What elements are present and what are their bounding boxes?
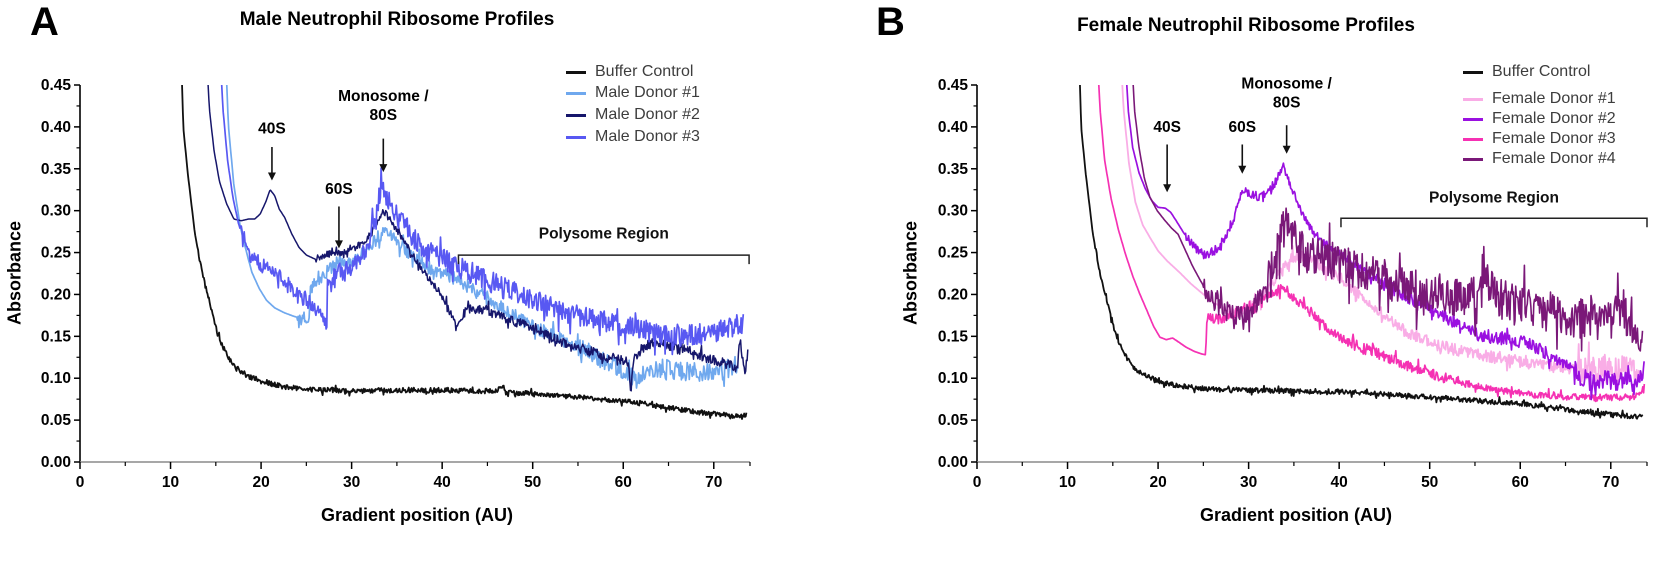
x-tick-label: 20 bbox=[252, 474, 269, 491]
series-line-male-donor-2 bbox=[207, 85, 749, 392]
panel-b-xaxis-label: Gradient position (AU) bbox=[1200, 505, 1392, 525]
legend-entry-buffer-control: Buffer Control bbox=[1463, 63, 1590, 81]
x-tick-label: 0 bbox=[76, 474, 85, 491]
y-tick-label: 0.25 bbox=[938, 245, 969, 262]
x-tick-label: 20 bbox=[1149, 474, 1166, 491]
y-tick-label: 0.05 bbox=[938, 412, 969, 429]
legend-label: Male Donor #1 bbox=[595, 84, 700, 101]
legend-swatch bbox=[1463, 117, 1483, 121]
panel-letter-a: A bbox=[30, 0, 59, 44]
series-line-female-donor-4 bbox=[1132, 85, 1644, 352]
x-tick-label: 40 bbox=[434, 474, 451, 491]
legend-entry-female-donor-3: Female Donor #3 bbox=[1463, 130, 1616, 148]
region-bracket-label: Polysome Region bbox=[1429, 189, 1559, 206]
series-line-male-donor-3 bbox=[220, 85, 745, 356]
panel-letter-b: B bbox=[876, 0, 905, 44]
legend-swatch bbox=[566, 135, 586, 139]
legend-entry-buffer-control: Buffer Control bbox=[566, 63, 693, 81]
x-tick-label: 10 bbox=[1059, 474, 1076, 491]
annotation-arrowhead bbox=[267, 172, 276, 181]
y-tick-label: 0.45 bbox=[938, 77, 969, 94]
legend-swatch bbox=[566, 113, 586, 117]
y-tick-label: 0.30 bbox=[41, 203, 71, 220]
x-tick-label: 70 bbox=[705, 474, 722, 491]
legend-swatch bbox=[1463, 157, 1483, 161]
y-tick-label: 0.40 bbox=[41, 119, 71, 136]
x-tick-label: 0 bbox=[973, 474, 982, 491]
legend-entry-male-donor-1: Male Donor #1 bbox=[566, 84, 700, 102]
annotation-label: 80S bbox=[1273, 94, 1301, 111]
y-tick-label: 0.45 bbox=[41, 77, 72, 94]
legend-label: Female Donor #3 bbox=[1492, 130, 1616, 147]
x-tick-label: 60 bbox=[1512, 474, 1529, 491]
y-tick-label: 0.35 bbox=[41, 161, 72, 178]
y-tick-label: 0.00 bbox=[938, 454, 968, 471]
series-line-male-donor-1 bbox=[225, 85, 739, 389]
annotation-label: Monosome / bbox=[338, 88, 429, 105]
y-tick-label: 0.30 bbox=[938, 203, 968, 220]
x-tick-label: 30 bbox=[343, 474, 360, 491]
panel-a-title: Male Neutrophil Ribosome Profiles bbox=[239, 9, 555, 30]
legend-swatch bbox=[1463, 97, 1483, 101]
legend-entry-male-donor-2: Male Donor #2 bbox=[566, 106, 700, 124]
legend-label: Female Donor #2 bbox=[1492, 110, 1616, 127]
series-line-female-donor-2 bbox=[1125, 85, 1645, 401]
legend-entry-female-donor-1: Female Donor #1 bbox=[1463, 90, 1616, 108]
y-tick-label: 0.10 bbox=[938, 370, 968, 387]
y-tick-label: 0.20 bbox=[41, 286, 71, 303]
annotation-arrowhead bbox=[1238, 165, 1247, 174]
legend-swatch bbox=[566, 91, 586, 95]
annotation-arrowhead bbox=[334, 240, 343, 249]
annotation-label: 80S bbox=[370, 107, 398, 124]
legend-swatch bbox=[1463, 137, 1483, 141]
panel-b-title: Female Neutrophil Ribosome Profiles bbox=[1077, 15, 1415, 36]
annotation-arrowhead bbox=[1282, 145, 1291, 154]
legend-label: Male Donor #2 bbox=[595, 106, 700, 123]
legend-entry-female-donor-2: Female Donor #2 bbox=[1463, 110, 1616, 128]
annotation-label: 40S bbox=[258, 121, 286, 138]
series-line-buffer-control bbox=[1079, 85, 1644, 420]
annotation-label: 40S bbox=[1153, 119, 1181, 136]
y-tick-label: 0.10 bbox=[41, 370, 71, 387]
y-tick-label: 0.20 bbox=[938, 286, 968, 303]
legend-label: Female Donor #1 bbox=[1492, 90, 1616, 107]
x-tick-label: 40 bbox=[1331, 474, 1348, 491]
y-tick-label: 0.15 bbox=[938, 328, 969, 345]
legend-swatch bbox=[1463, 70, 1483, 74]
legend-label: Female Donor #4 bbox=[1492, 150, 1616, 167]
series-line-buffer-control bbox=[181, 85, 748, 420]
y-tick-label: 0.25 bbox=[41, 245, 72, 262]
annotation-label: Monosome / bbox=[1241, 75, 1332, 92]
x-tick-label: 30 bbox=[1240, 474, 1257, 491]
x-tick-label: 70 bbox=[1602, 474, 1619, 491]
legend-swatch bbox=[566, 70, 586, 74]
y-tick-label: 0.35 bbox=[938, 161, 969, 178]
x-tick-label: 50 bbox=[524, 474, 541, 491]
legend-label: Buffer Control bbox=[595, 63, 694, 80]
annotation-label: 60S bbox=[325, 181, 353, 198]
x-tick-label: 50 bbox=[1421, 474, 1438, 491]
legend-label: Buffer Control bbox=[1492, 63, 1591, 80]
series-line-female-donor-3 bbox=[1097, 85, 1646, 403]
legend-entry-female-donor-4: Female Donor #4 bbox=[1463, 150, 1616, 168]
panel-a-xaxis-label: Gradient position (AU) bbox=[321, 505, 513, 525]
legend-entry-male-donor-3: Male Donor #3 bbox=[566, 128, 700, 146]
x-tick-label: 10 bbox=[162, 474, 179, 491]
legend-label: Male Donor #3 bbox=[595, 128, 700, 145]
y-tick-label: 0.00 bbox=[41, 454, 71, 471]
y-tick-label: 0.05 bbox=[41, 412, 72, 429]
region-bracket bbox=[457, 254, 750, 265]
y-tick-label: 0.15 bbox=[41, 328, 72, 345]
region-bracket bbox=[1340, 217, 1648, 228]
series-line-female-donor-1 bbox=[1121, 85, 1642, 384]
x-tick-label: 60 bbox=[615, 474, 632, 491]
annotation-label: 60S bbox=[1228, 119, 1256, 136]
annotation-arrowhead bbox=[379, 164, 388, 173]
annotation-arrowhead bbox=[1163, 184, 1172, 193]
region-bracket-label: Polysome Region bbox=[539, 225, 669, 242]
y-tick-label: 0.40 bbox=[938, 119, 968, 136]
